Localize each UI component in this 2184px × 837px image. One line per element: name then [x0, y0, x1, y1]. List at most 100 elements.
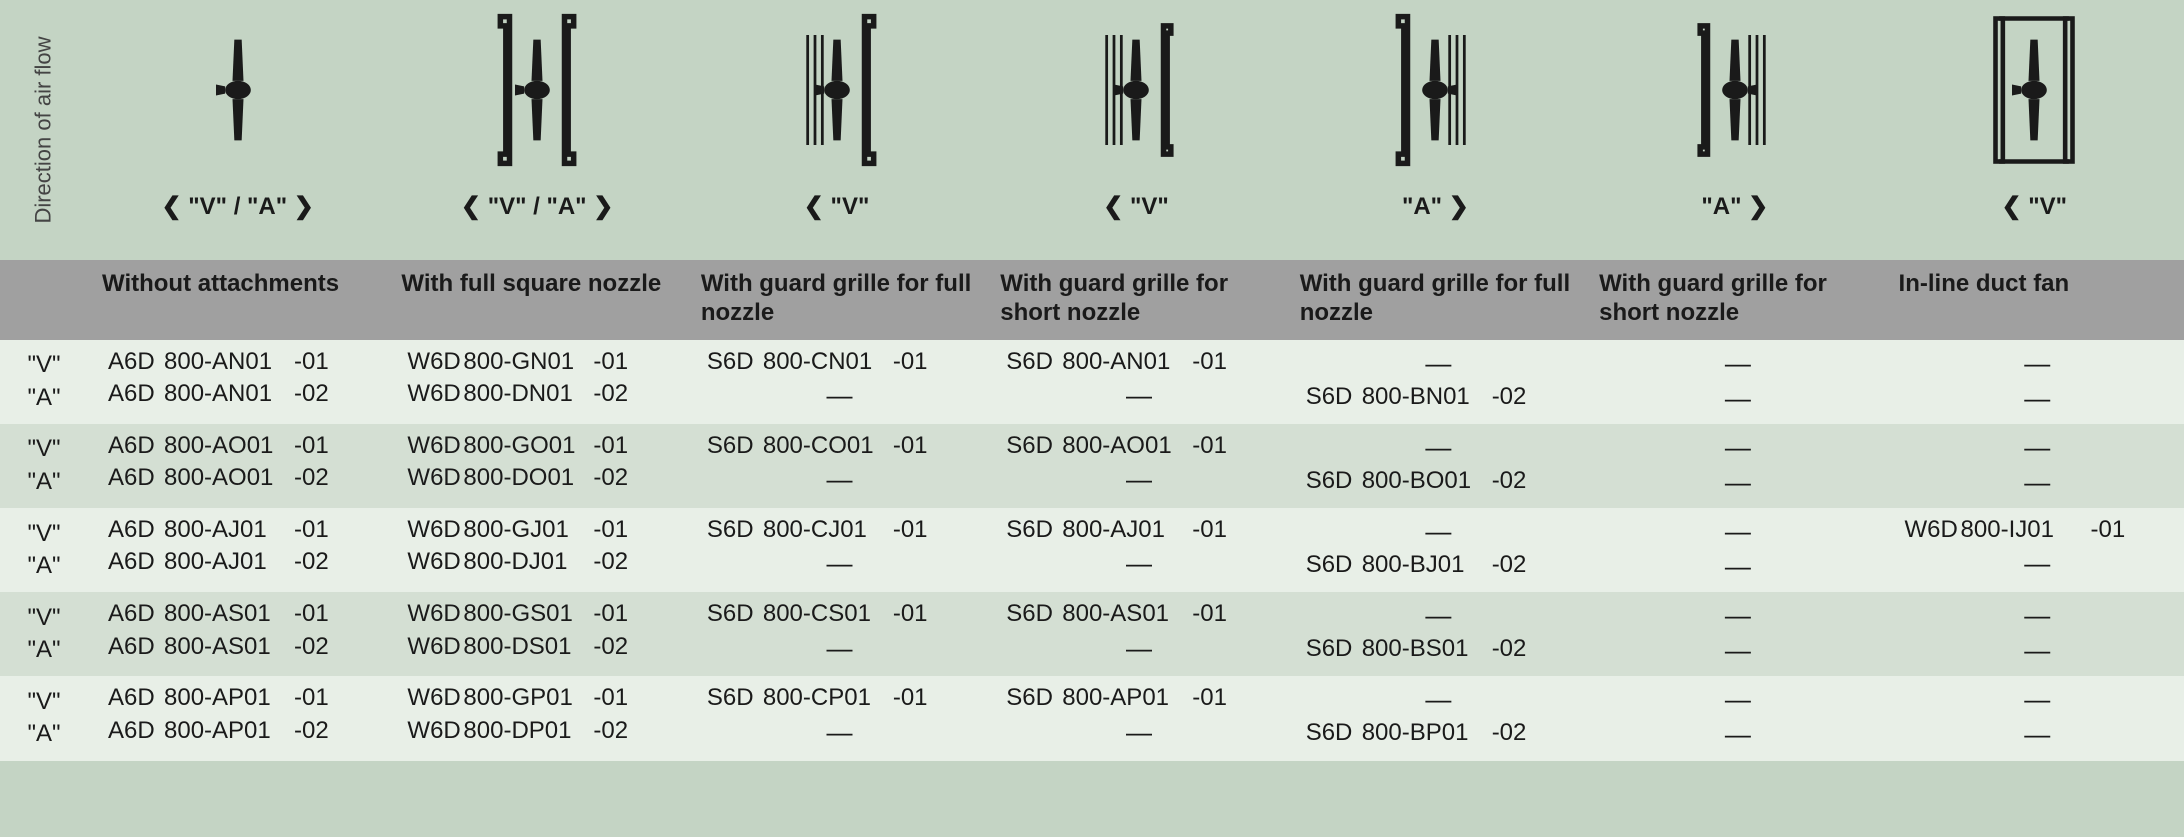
desc-text: With guard grille for short nozzle — [1599, 270, 1870, 328]
part-number: W6D800-GN01-01 — [407, 346, 672, 378]
column-description: Without attachments — [88, 260, 387, 340]
fan-guard-short-a-icon — [1675, 0, 1795, 180]
empty-dash: — — [1006, 715, 1271, 750]
data-cell: — S6D800-BN01-02 — [1286, 340, 1585, 424]
empty-dash: — — [1306, 430, 1571, 465]
data-cell: S6D800-AO01-01 — — [986, 424, 1285, 508]
data-cell: — — — [1585, 508, 1884, 592]
data-cell: — — — [1885, 592, 2184, 676]
part-number: S6D800-AN01-01 — [1006, 346, 1271, 378]
part-number: S6D800-BS01-02 — [1306, 633, 1571, 665]
empty-dash: — — [1905, 381, 2170, 416]
empty-dash: — — [1605, 430, 1870, 465]
data-cell: S6D800-CP01-01 — — [687, 676, 986, 760]
data-block: "V" "A" A6D800-AN01-01 A6D800-AN01-02 W6… — [0, 340, 2184, 761]
data-cell: S6D800-CO01-01 — — [687, 424, 986, 508]
part-number: S6D800-BJ01-02 — [1306, 549, 1571, 581]
fan-guard-short-v-icon — [1076, 0, 1196, 180]
empty-dash: — — [1905, 598, 2170, 633]
empty-dash: — — [707, 631, 972, 666]
desc-text: With guard grille for full nozzle — [701, 270, 972, 328]
part-number: S6D800-BP01-02 — [1306, 717, 1571, 749]
part-number: A6D800-AS01-01 — [108, 598, 373, 630]
part-number: S6D800-BO01-02 — [1306, 465, 1571, 497]
part-number: A6D800-AP01-01 — [108, 682, 373, 714]
part-number: A6D800-AS01-02 — [108, 631, 373, 663]
empty-dash: — — [1605, 598, 1870, 633]
icon-col: "A" ❯ — [1286, 0, 1585, 221]
row-labels: "V" "A" — [0, 592, 88, 676]
data-cell: — — — [1585, 592, 1884, 676]
icon-col: ❮ "V" — [687, 0, 986, 221]
empty-dash: — — [1905, 346, 2170, 381]
desc-text: In-line duct fan — [1899, 270, 2070, 299]
direction-label: ❮ "V" / "A" ❯ — [461, 192, 613, 221]
fan-plain-icon — [178, 0, 298, 180]
column-description: With full square nozzle — [387, 260, 686, 340]
empty-dash: — — [707, 378, 972, 413]
data-cell: A6D800-AO01-01 A6D800-AO01-02 — [88, 424, 387, 508]
part-number: A6D800-AP01-02 — [108, 715, 373, 747]
data-cell: W6D800-IJ01-01 — — [1885, 508, 2184, 592]
data-cell: — — — [1585, 340, 1884, 424]
data-cell: — — — [1885, 676, 2184, 760]
empty-dash: — — [1905, 546, 2170, 581]
column-description: With guard grille for short nozzle — [986, 260, 1285, 340]
direction-label: ❮ "V" — [2001, 192, 2067, 221]
data-cell: W6D800-GJ01-01 W6D800-DJ01-02 — [387, 508, 686, 592]
empty-dash: — — [707, 715, 972, 750]
part-number: W6D800-GJ01-01 — [407, 514, 672, 546]
icon-col: ❮ "V" / "A" ❯ — [387, 0, 686, 221]
data-cell: W6D800-GO01-01 W6D800-DO01-02 — [387, 424, 686, 508]
part-number: S6D800-BN01-02 — [1306, 381, 1571, 413]
data-cell: S6D800-AN01-01 — — [986, 340, 1285, 424]
empty-dash: — — [1605, 346, 1870, 381]
data-cell: W6D800-GS01-01 W6D800-DS01-02 — [387, 592, 686, 676]
direction-label: "A" ❯ — [1701, 192, 1768, 221]
part-number: S6D800-AJ01-01 — [1006, 514, 1271, 546]
empty-dash: — — [1006, 546, 1271, 581]
desc-text: With guard grille for full nozzle — [1300, 270, 1571, 328]
empty-dash: — — [1605, 381, 1870, 416]
icon-col: "A" ❯ — [1585, 0, 1884, 221]
row-label-v: "V" — [27, 686, 60, 718]
part-number: S6D800-CN01-01 — [707, 346, 972, 378]
part-number: S6D800-AP01-01 — [1006, 682, 1271, 714]
column-description: With guard grille for full nozzle — [687, 260, 986, 340]
empty-dash: — — [1905, 717, 2170, 752]
desc-text: With full square nozzle — [401, 270, 661, 299]
part-number: W6D800-IJ01-01 — [1905, 514, 2170, 546]
row-label-a: "A" — [27, 718, 60, 750]
description-row: Without attachments With full square nozz… — [0, 260, 2184, 340]
table-row: "V" "A" A6D800-AS01-01 A6D800-AS01-02 W6… — [0, 592, 2184, 676]
airflow-direction-label: Direction of air flow — [31, 36, 57, 223]
header-row: Direction of air flow ❮ "V" / "A" ❯ ❮ "V… — [0, 0, 2184, 260]
part-number: W6D800-GP01-01 — [407, 682, 672, 714]
product-table: Direction of air flow ❮ "V" / "A" ❯ ❮ "V… — [0, 0, 2184, 761]
part-number: A6D800-AJ01-01 — [108, 514, 373, 546]
direction-label: ❮ "V" / "A" ❯ — [162, 192, 314, 221]
row-labels: "V" "A" — [0, 340, 88, 424]
icon-col: ❮ "V" / "A" ❯ — [88, 0, 387, 221]
row-label-a: "A" — [27, 550, 60, 582]
empty-dash: — — [1605, 514, 1870, 549]
empty-dash: — — [1006, 378, 1271, 413]
part-number: S6D800-CO01-01 — [707, 430, 972, 462]
data-cell: — — — [1885, 340, 2184, 424]
empty-dash: — — [1306, 598, 1571, 633]
data-cell: A6D800-AJ01-01 A6D800-AJ01-02 — [88, 508, 387, 592]
data-cell: — S6D800-BP01-02 — [1286, 676, 1585, 760]
table-row: "V" "A" A6D800-AO01-01 A6D800-AO01-02 W6… — [0, 424, 2184, 508]
empty-dash: — — [1905, 633, 2170, 668]
part-number: A6D800-AN01-01 — [108, 346, 373, 378]
part-number: S6D800-CP01-01 — [707, 682, 972, 714]
row-label-v: "V" — [27, 602, 60, 634]
empty-dash: — — [1306, 514, 1571, 549]
data-cell: W6D800-GN01-01 W6D800-DN01-02 — [387, 340, 686, 424]
part-number: W6D800-GS01-01 — [407, 598, 672, 630]
empty-dash: — — [1306, 682, 1571, 717]
empty-dash: — — [1905, 682, 2170, 717]
part-number: S6D800-AO01-01 — [1006, 430, 1271, 462]
part-number: W6D800-DO01-02 — [407, 462, 672, 494]
row-labels: "V" "A" — [0, 508, 88, 592]
